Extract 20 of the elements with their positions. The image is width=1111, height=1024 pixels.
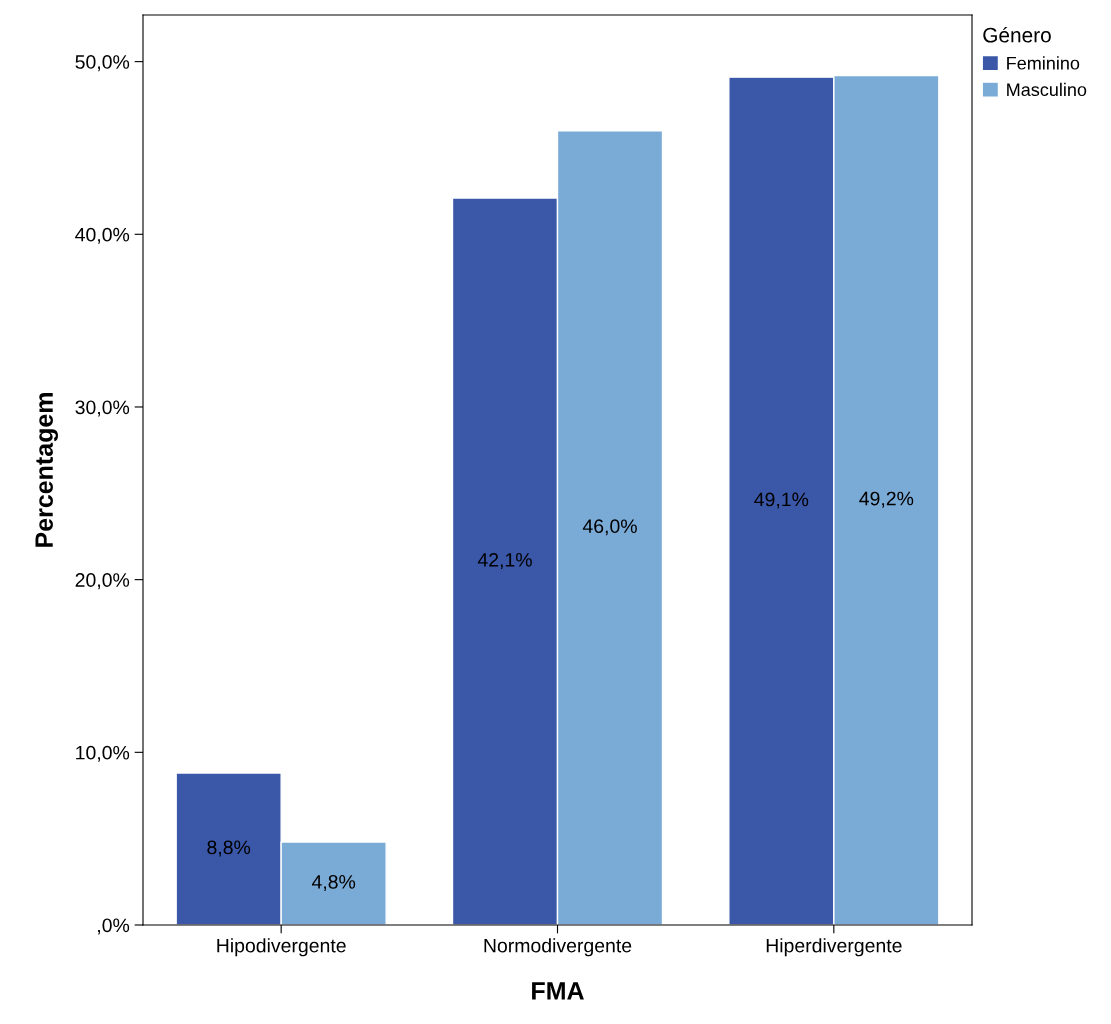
x-axis-title: FMA (532, 982, 584, 1000)
y-tick-label: 20,0% (75, 573, 130, 590)
data-label: 49,1% (754, 492, 809, 509)
x-tick-label: Hiperdivergente (766, 938, 902, 957)
data-label: 49,2% (859, 491, 914, 508)
data-label: 46,0% (582, 519, 637, 536)
y-tick-label: 50,0% (75, 55, 130, 72)
legend-title: Género (983, 26, 1051, 43)
x-tick-label: Normodivergente (484, 938, 632, 957)
y-tick-label: 40,0% (75, 227, 130, 244)
data-label: 8,8% (207, 840, 251, 857)
data-label: 42,1% (477, 552, 532, 570)
y-tick-label: 10,0% (76, 745, 130, 762)
legend-label: Masculino (1007, 82, 1087, 97)
data-label: 4,8% (311, 875, 356, 892)
y-axis-title: Percentagem (35, 393, 59, 547)
legend-label: Feminino (1007, 56, 1080, 70)
y-tick-label: 30,0% (75, 400, 130, 417)
x-tick-label: Hipodivergente (217, 938, 346, 957)
y-tick-label: ,0% (98, 918, 130, 935)
